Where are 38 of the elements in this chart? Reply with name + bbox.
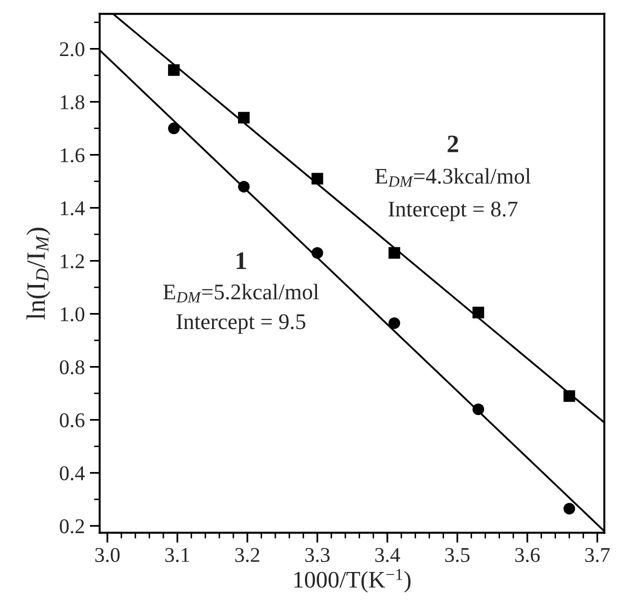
point: [564, 502, 576, 514]
x-tick-label: 3.7: [585, 548, 610, 562]
y-tick-label: 2.0: [60, 42, 84, 56]
y-tick-label: 1.6: [60, 148, 84, 162]
y-tick-label: 1.0: [60, 307, 84, 322]
y-tick-label: 1.8: [60, 95, 84, 110]
point: [238, 112, 250, 124]
y-tick-label: 0.4: [60, 466, 85, 480]
annotation: E$_{DM}$=5.2kcal/mol: [163, 284, 319, 302]
point: [312, 172, 324, 185]
annotation: Intercept = 8.7: [388, 202, 518, 222]
x-axis-title: 1000/T(K$^{−1}$): [294, 569, 411, 593]
point: [472, 403, 484, 416]
x-tick-label: 3.1: [165, 548, 190, 562]
point: [168, 64, 180, 76]
y-tick-label: 1.4: [60, 201, 85, 216]
annotation: Intercept = 9.5: [176, 314, 306, 334]
y-tick-label: 0.8: [60, 360, 84, 374]
point: [388, 317, 400, 329]
x-tick-label: 3.3: [305, 548, 330, 562]
annotation: 2: [448, 136, 458, 152]
y-axis-title: ln(I$_{D}$/I$_{M}$): [26, 228, 50, 320]
point: [388, 247, 400, 259]
point: [168, 122, 180, 134]
x-tick-label: 3.6: [515, 548, 540, 562]
point: [564, 390, 576, 402]
x-tick-label: 3.4: [375, 548, 400, 562]
x-tick-label: 3.5: [445, 548, 470, 562]
point: [312, 247, 324, 259]
point: [472, 306, 484, 318]
y-tick-label: 0.2: [60, 519, 84, 534]
y-tick-label: 1.2: [60, 254, 84, 268]
x-tick-label: 3.0: [95, 548, 120, 562]
annotation: 1: [236, 252, 246, 269]
annotation: E$_{DM}$=4.3kcal/mol: [375, 168, 531, 187]
x-tick-label: 3.2: [235, 548, 260, 562]
y-tick-label: 0.6: [60, 413, 84, 428]
point: [238, 180, 250, 192]
